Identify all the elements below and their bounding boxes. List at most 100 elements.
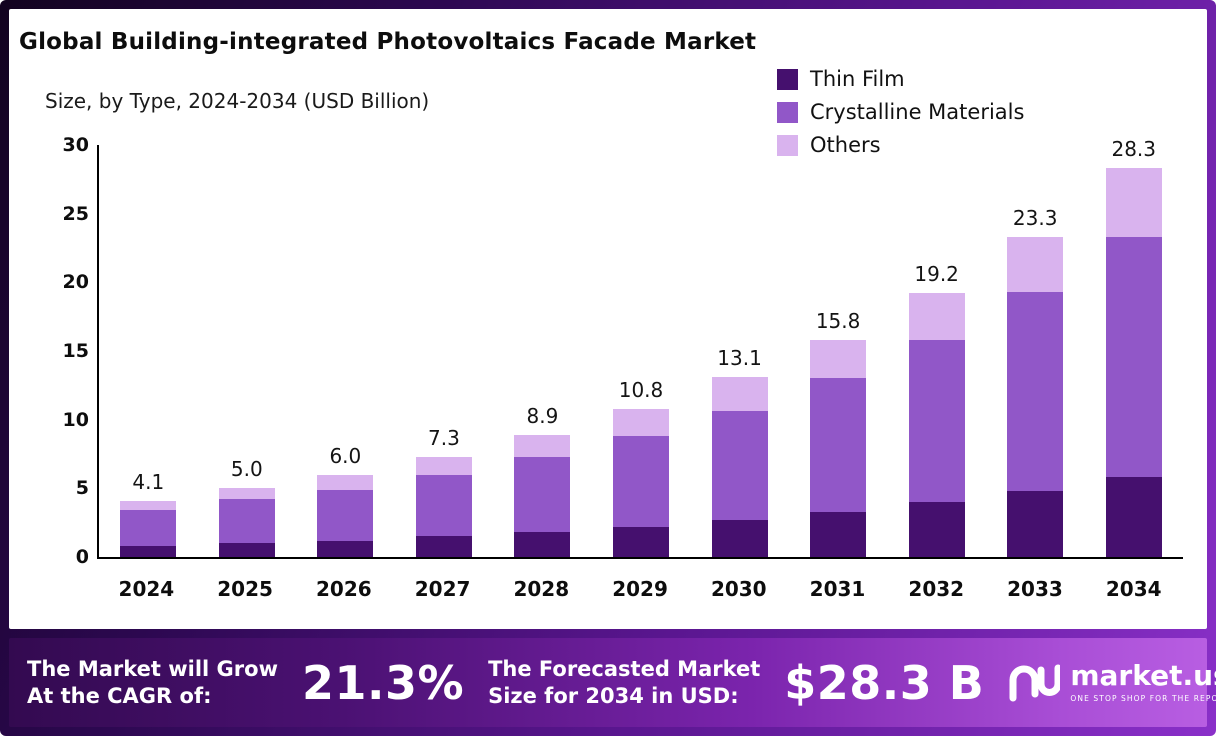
bar-segment-others xyxy=(1007,237,1064,292)
legend-swatch-crystalline-materials xyxy=(777,101,798,123)
cagr-label: The Market will Grow At the CAGR of: xyxy=(27,656,278,710)
bar-segment-thin-film xyxy=(613,526,669,557)
bar-segment-thin-film xyxy=(908,502,965,557)
bar-column-2031: 15.8 xyxy=(789,145,888,557)
y-tick-label: 15 xyxy=(62,340,89,362)
forecast-label: The Forecasted Market Size for 2034 in U… xyxy=(488,656,760,710)
legend-label: Others xyxy=(810,133,881,157)
bar-segment-thin-film xyxy=(120,546,177,557)
chart-title: Global Building-integrated Photovoltaics… xyxy=(19,29,757,55)
market-us-logo-icon xyxy=(1009,664,1061,701)
x-axis-label: 2025 xyxy=(217,577,273,601)
x-axis: 2024 2025 2026 2027 2028 2029 2030 2031 2032 2033… xyxy=(97,577,1183,601)
bar-column-2030: 13.1 xyxy=(690,145,789,557)
y-tick-label: 5 xyxy=(75,477,89,500)
bar-total-label: 23.3 xyxy=(1012,206,1058,231)
bar-segment-crystalline-materials xyxy=(120,510,177,547)
cagr-label-line2: At the CAGR of: xyxy=(27,683,212,708)
bar-segment-others xyxy=(120,500,177,511)
bar-column-2033: 23.3 xyxy=(986,145,1085,557)
bar-segment-thin-film xyxy=(1105,477,1162,557)
brand-tagline: ONE STOP SHOP FOR THE REPORTS xyxy=(1070,694,1216,703)
x-axis-label: 2024 xyxy=(118,577,175,601)
y-axis: 0 5 10 15 20 25 30 xyxy=(37,134,89,568)
bar-segment-others xyxy=(1105,168,1162,238)
bar-column-2034: 28.3 xyxy=(1084,137,1183,557)
forecast-label-line1: The Forecasted Market xyxy=(488,656,761,681)
bar-column-2027: 7.3 xyxy=(395,145,494,557)
bar-segment-crystalline-materials xyxy=(1007,291,1064,492)
bar-segment-others xyxy=(514,434,571,457)
legend-item-others: Others xyxy=(777,133,1024,157)
bar-segment-crystalline-materials xyxy=(908,340,965,503)
bar-segment-thin-film xyxy=(218,543,275,557)
bar-total-label: 5.0 xyxy=(230,457,263,482)
bar-segment-thin-film xyxy=(415,536,472,557)
bar-segment-crystalline-materials xyxy=(1105,237,1162,478)
bar-total-label: 7.3 xyxy=(428,425,460,450)
chart-area: Global Building-integrated Photovoltaics… xyxy=(9,9,1207,629)
x-axis-label: 2030 xyxy=(710,577,767,601)
bar-column-2029: 10.8 xyxy=(592,145,691,557)
bar-segment-thin-film xyxy=(810,511,867,557)
chart-subtitle: Size, by Type, 2024-2034 (USD Billion) xyxy=(45,89,430,113)
bar-segment-crystalline-materials xyxy=(613,436,669,527)
legend-label: Crystalline Materials xyxy=(810,100,1025,124)
y-tick-label: 20 xyxy=(62,271,89,294)
bar-segment-others xyxy=(908,293,965,341)
bar-segment-crystalline-materials xyxy=(810,378,867,512)
bar-column-2024: 4.1 xyxy=(99,145,198,557)
bar-segment-crystalline-materials xyxy=(514,456,571,533)
bar-segment-thin-film xyxy=(1007,491,1064,557)
bar-segment-thin-film xyxy=(317,540,374,557)
bar-segment-crystalline-materials xyxy=(415,474,472,537)
y-tick-label: 30 xyxy=(62,134,89,156)
bar-total-label: 19.2 xyxy=(914,262,959,287)
x-axis-label: 2029 xyxy=(612,577,668,601)
footer-banner: The Market will Grow At the CAGR of: 21.… xyxy=(9,638,1216,727)
brand: market.us ONE STOP SHOP FOR THE REPORTS xyxy=(1008,662,1216,703)
bar-total-label: 10.8 xyxy=(618,377,664,402)
x-axis-label: 2026 xyxy=(316,577,372,601)
bar-segment-others xyxy=(415,456,472,475)
cagr-label-line1: The Market will Grow xyxy=(27,656,278,681)
forecast-value: $28.3 B xyxy=(784,655,985,710)
cagr-value: 21.3% xyxy=(301,655,465,710)
y-tick-label: 25 xyxy=(62,202,89,225)
bar-segment-crystalline-materials xyxy=(218,499,275,544)
y-tick-label: 0 xyxy=(75,546,89,568)
x-axis-label: 2027 xyxy=(414,577,471,601)
forecast-label-line2: Size for 2034 in USD: xyxy=(488,683,739,708)
bar-segment-crystalline-materials xyxy=(317,489,374,541)
bar-segment-others xyxy=(218,488,275,500)
bar-total-label: 13.1 xyxy=(717,346,762,371)
brand-text: market.us ONE STOP SHOP FOR THE REPORTS xyxy=(1070,659,1216,704)
legend-label: Thin Film xyxy=(810,67,905,91)
bar-total-label: 6.0 xyxy=(329,443,362,468)
plot-area: 4.1 5.0 6.0 7.3 8.9 10.8 13.1 15.8 19.2 23.3 28.3 xyxy=(97,137,1183,559)
x-axis-label: 2031 xyxy=(809,577,866,601)
brand-name: market.us xyxy=(1070,659,1216,692)
y-tick-label: 10 xyxy=(62,408,89,431)
bar-total-label: 4.1 xyxy=(132,469,165,494)
legend-item-crystalline-materials: Crystalline Materials xyxy=(777,100,1024,124)
bar-segment-thin-film xyxy=(711,519,768,557)
bar-segment-others xyxy=(810,340,867,379)
bar-column-2026: 6.0 xyxy=(296,145,395,557)
bar-total-label: 15.8 xyxy=(815,309,861,334)
legend-item-thin-film: Thin Film xyxy=(777,67,1024,91)
bar-column-2028: 8.9 xyxy=(493,145,592,557)
bar-total-label: 8.9 xyxy=(526,403,559,428)
bar-column-2025: 5.0 xyxy=(198,145,297,557)
x-axis-label: 2028 xyxy=(513,577,570,601)
x-axis-label: 2032 xyxy=(908,577,965,601)
x-axis-label: 2033 xyxy=(1007,577,1063,601)
legend-swatch-thin-film xyxy=(777,68,798,90)
bar-column-2032: 19.2 xyxy=(887,145,986,557)
legend-swatch-others xyxy=(777,134,798,156)
bar-segment-thin-film xyxy=(514,532,571,557)
x-axis-label: 2034 xyxy=(1105,577,1162,601)
bar-segment-others xyxy=(613,408,669,437)
bar-segment-others xyxy=(317,474,374,490)
